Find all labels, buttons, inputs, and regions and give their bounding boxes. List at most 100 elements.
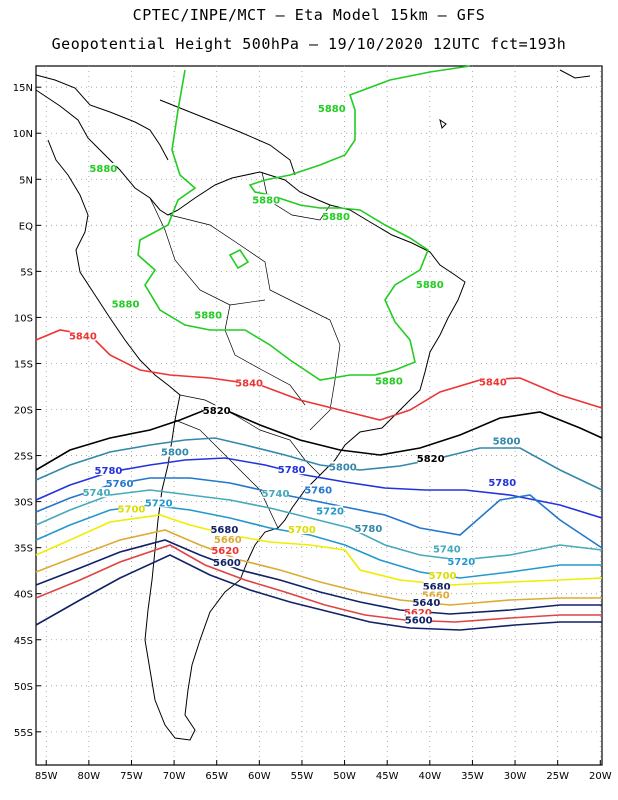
lat-tick-label: EQ	[19, 221, 33, 232]
contour-label-bg	[416, 279, 443, 290]
lon-tick-label: 85W	[35, 771, 58, 782]
contour-label: 5820	[417, 454, 445, 465]
contour-5740	[35, 489, 603, 561]
contour-label-bg	[479, 376, 506, 387]
island-north	[559, 69, 591, 79]
contour-5880-patch	[228, 248, 250, 270]
contour-label: 5880	[112, 299, 140, 310]
contour-label: 5880	[89, 164, 117, 175]
lat-tick-label: 20S	[14, 406, 33, 417]
contour-label-bg	[318, 103, 345, 114]
lon-tick-label: 30W	[504, 771, 527, 782]
contour-label: 5780	[488, 478, 516, 489]
contour-label-bg	[429, 570, 456, 581]
contour-label: 5700	[429, 571, 457, 582]
contour-label: 5880	[194, 310, 222, 321]
contour-label: 5600	[405, 615, 433, 626]
contour-label-bg	[417, 453, 444, 464]
contour-label: 5800	[493, 437, 521, 448]
contour-labels: 5880 5880 5880 5880 5880 5880 5880 5880 5840 5840…	[69, 103, 521, 626]
central-america-coast	[35, 74, 169, 161]
lon-tick-label: 75W	[120, 771, 143, 782]
lon-tick-label: 25W	[546, 771, 569, 782]
island	[439, 118, 447, 129]
lon-tick-label: 80W	[78, 771, 101, 782]
lon-tick-label: 70W	[163, 771, 186, 782]
contour-label-bg	[422, 589, 449, 600]
contour-label: 5740	[262, 489, 290, 500]
contour-label: 5780	[95, 466, 123, 477]
contour-label: 5760	[106, 479, 134, 490]
contour-label: 5880	[322, 212, 350, 223]
contour-label: 5760	[304, 485, 332, 496]
contour-label-bg	[413, 596, 440, 607]
contour-label-bg	[448, 556, 475, 567]
lat-tick-label: 5N	[19, 175, 33, 186]
contour-label-bg	[145, 497, 172, 508]
contour-5680	[35, 529, 602, 606]
longitude-labels: 85W 80W 75W 70W 65W 60W 55W 50W 45W 40W 35W 30W 25W 2…	[35, 771, 612, 782]
contour-label: 5800	[161, 448, 189, 459]
contour-label-bg	[253, 194, 280, 205]
contour-label-bg	[288, 524, 315, 534]
contour-label-bg	[236, 377, 263, 388]
contour-label: 5720	[316, 507, 344, 518]
contour-label-bg	[323, 210, 350, 221]
graticule	[36, 66, 602, 765]
contour-label-bg	[329, 461, 356, 472]
contour-label: 5800	[329, 462, 357, 473]
lat-tick-label: 45S	[14, 636, 33, 647]
contour-5880-north	[137, 65, 471, 381]
contour-label: 5680	[210, 525, 238, 536]
contour-label: 5620	[404, 608, 432, 619]
lat-tick-label: 5S	[20, 267, 33, 278]
latitude-labels: 15N 10N 5N EQ 5S 10S 15S 20S 25S 30S 35S 40S 45S 50S 5…	[13, 83, 33, 739]
lat-tick-label: 30S	[14, 498, 33, 509]
lon-tick-label: 45W	[376, 771, 399, 782]
lat-tick-label: 40S	[14, 590, 33, 601]
contour-label: 5780	[355, 524, 383, 535]
contour-5820	[35, 409, 603, 471]
contour-label-bg	[489, 477, 516, 488]
lat-tick-label: 15S	[14, 359, 33, 370]
contour-label: 5700	[288, 525, 316, 536]
contour-label: 5720	[447, 557, 475, 568]
contour-label: 5740	[433, 544, 461, 555]
contour-label-bg	[161, 446, 188, 457]
contour-label-bg	[423, 581, 450, 592]
lat-tick-label: 55S	[14, 728, 33, 739]
contour-label: 5660	[422, 590, 450, 601]
contour-5620	[35, 544, 602, 623]
contour-label: 5600	[213, 558, 241, 569]
lon-tick-label: 20W	[589, 771, 612, 782]
contour-label-bg	[305, 484, 332, 495]
contour-label-bg	[212, 545, 239, 556]
contour-label-bg	[405, 614, 432, 625]
map-title-line1: CPTEC/INPE/MCT – Eta Model 15km – GFS	[132, 6, 486, 24]
contour-label: 5840	[235, 379, 263, 390]
contour-5800	[35, 437, 603, 491]
lon-tick-label: 50W	[333, 771, 356, 782]
lat-tick-label: 10N	[13, 129, 33, 140]
lon-tick-label: 60W	[248, 771, 271, 782]
contour-label-bg	[262, 488, 289, 499]
contour-label: 5620	[211, 546, 239, 557]
contour-5600	[35, 554, 602, 631]
lat-tick-label: 35S	[14, 544, 33, 555]
contour-label-bg	[106, 477, 133, 488]
lat-tick-label: 25S	[14, 452, 33, 463]
contour-label: 5660	[214, 535, 242, 546]
contour-5660	[35, 539, 602, 615]
contour-label-bg	[83, 487, 110, 498]
lat-tick-label: 15N	[13, 83, 33, 94]
contour-label-bg	[203, 405, 230, 416]
lon-tick-label: 35W	[461, 771, 484, 782]
contour-label-bg	[112, 298, 139, 309]
contour-label-bg	[90, 162, 117, 173]
contour-label: 5820	[203, 406, 231, 417]
contour-label-bg	[433, 543, 460, 554]
contour-label-bg	[375, 375, 402, 386]
lon-tick-label: 55W	[291, 771, 314, 782]
contour-label-bg	[278, 464, 305, 475]
